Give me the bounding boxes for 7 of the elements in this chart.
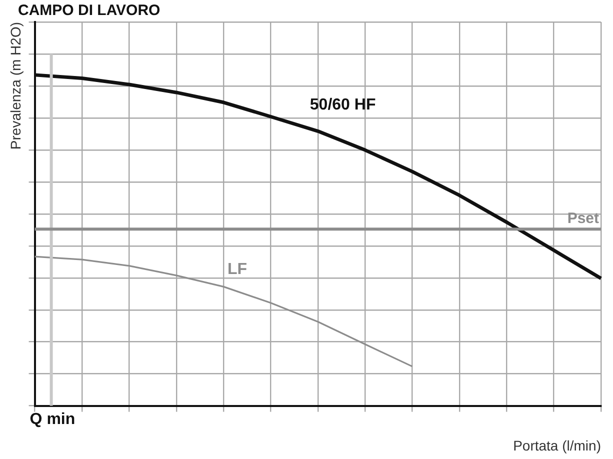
chart-title: CAMPO DI LAVORO <box>18 2 160 19</box>
text: Q min <box>30 411 76 428</box>
x-axis-title: Portata (l/min) <box>513 437 601 454</box>
series-label: LF <box>228 261 248 278</box>
ref-line-label: Pset <box>567 210 599 227</box>
series-label: 50/60 HF <box>310 96 376 114</box>
y-axis-title: Prevalenza (m H2O) <box>7 22 24 150</box>
